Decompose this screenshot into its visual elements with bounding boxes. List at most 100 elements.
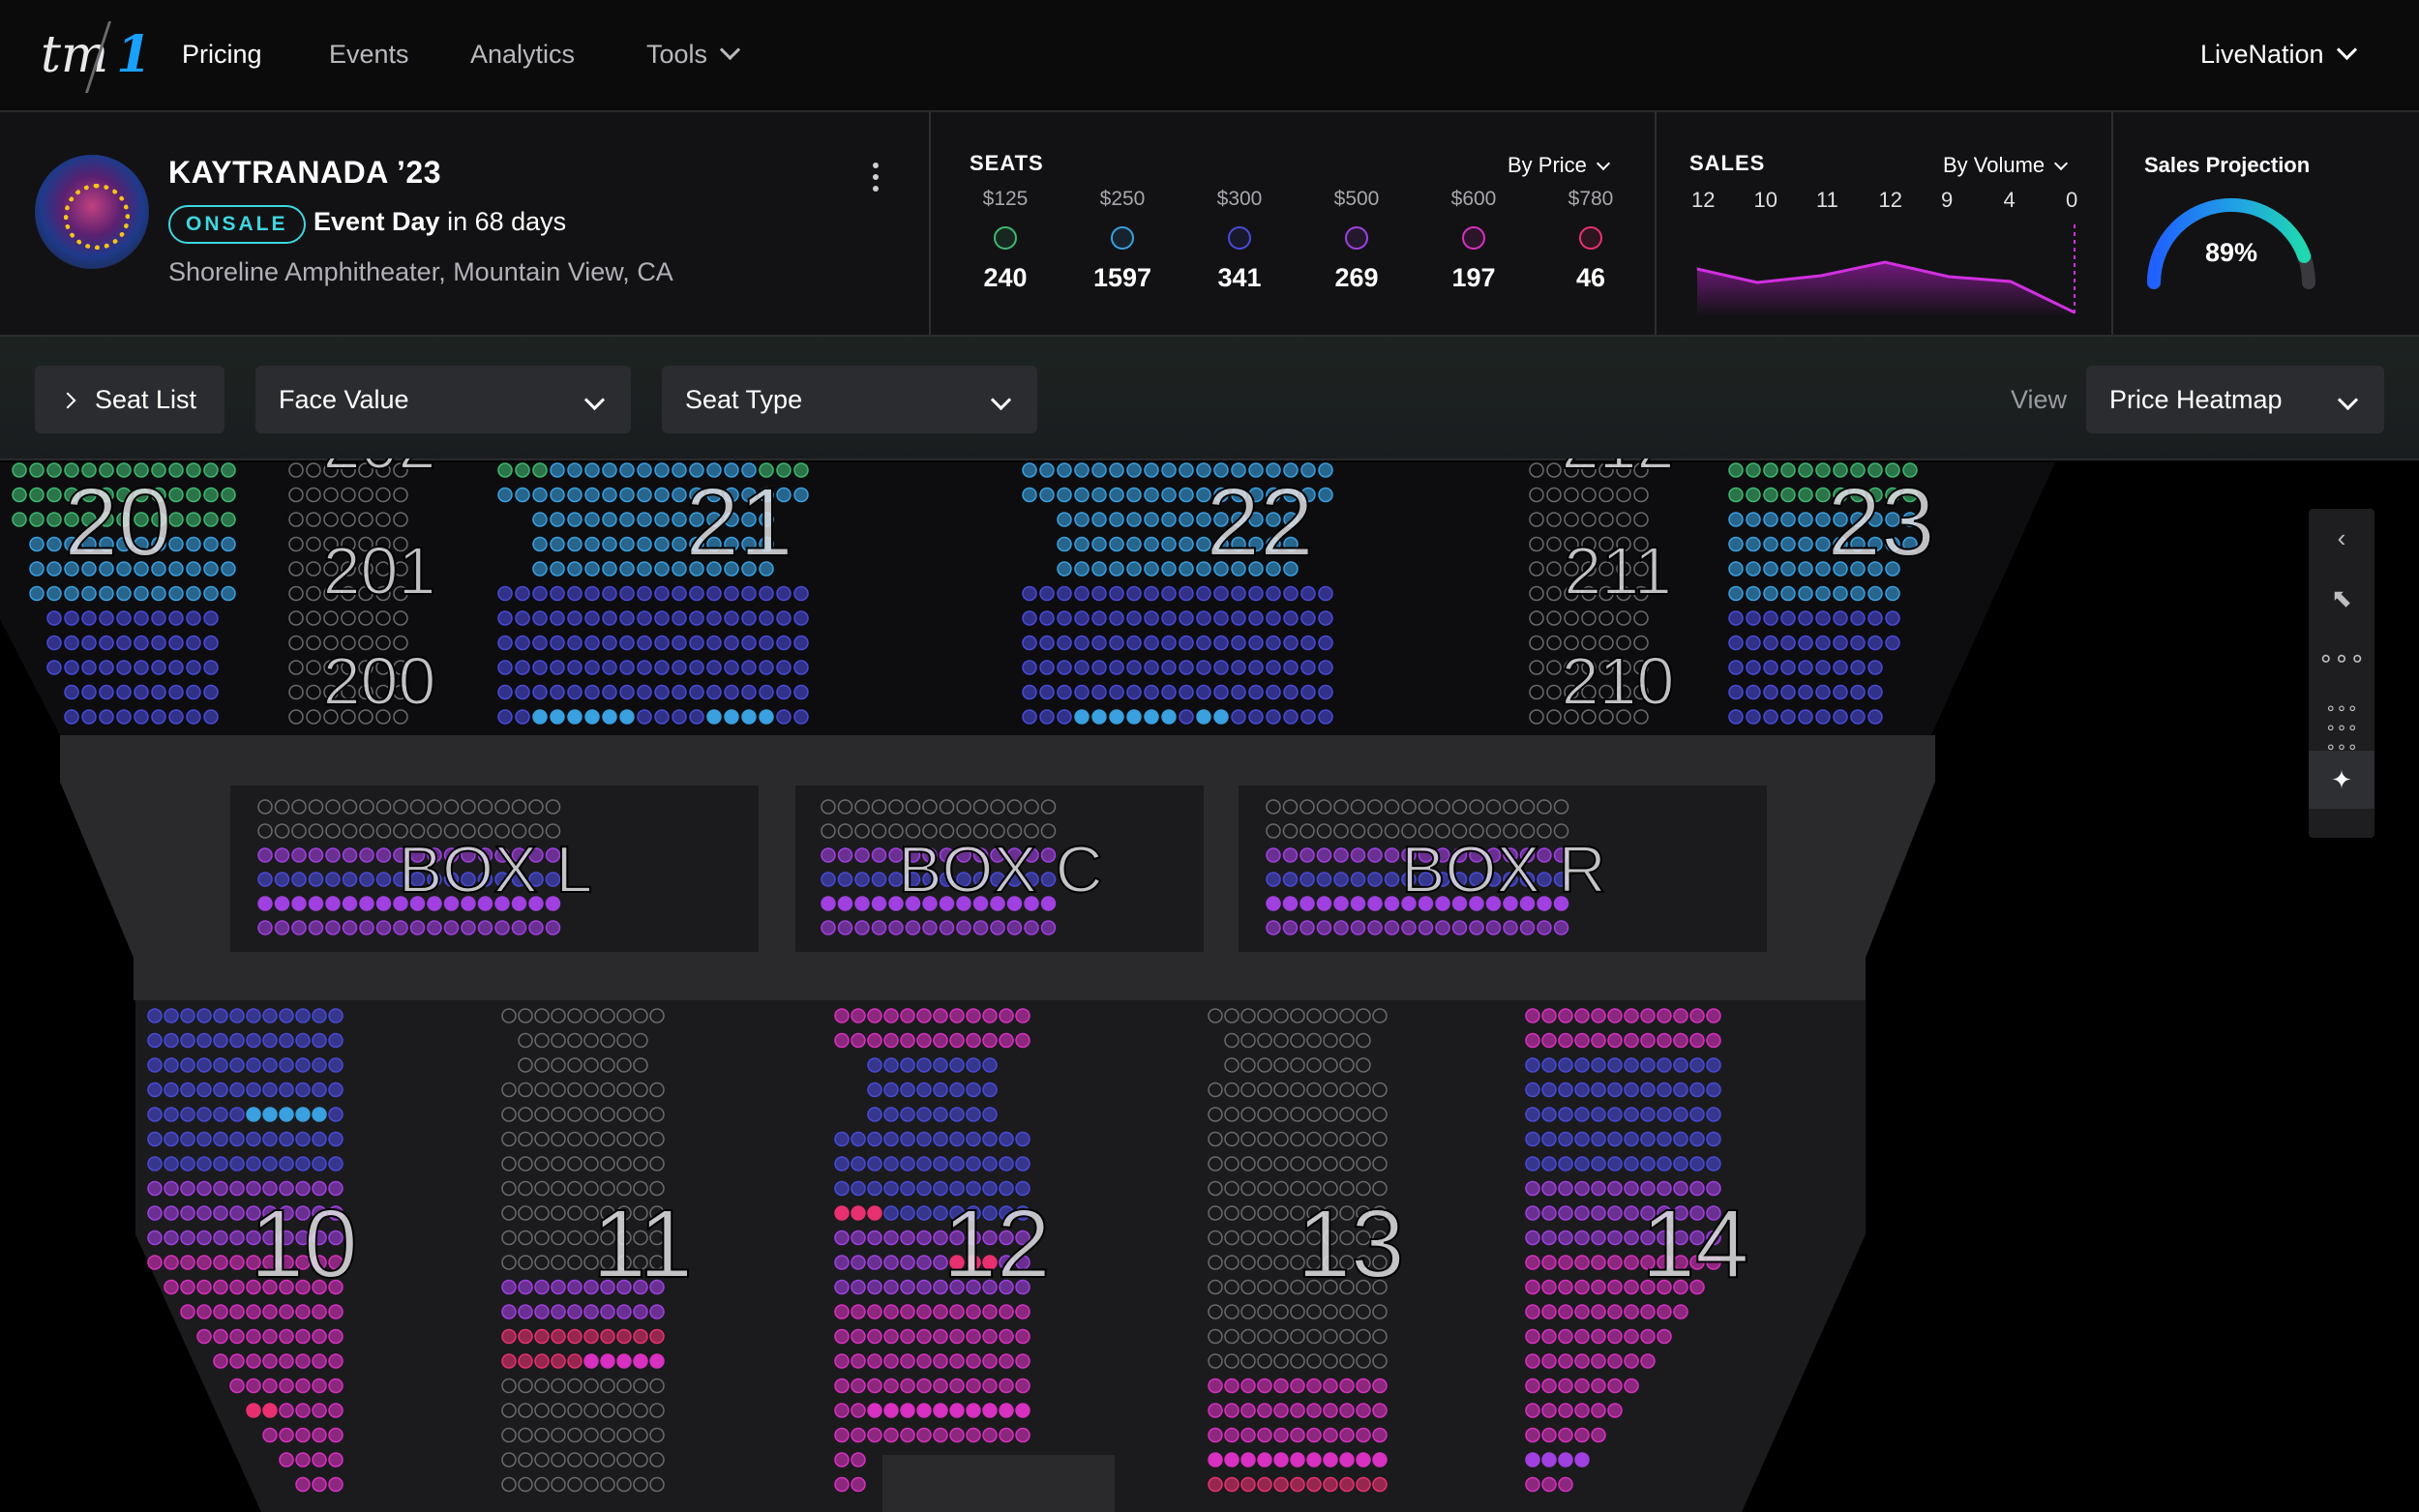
seat[interactable]	[375, 823, 392, 839]
seat[interactable]	[551, 1032, 566, 1049]
seat[interactable]	[518, 1082, 533, 1098]
seat[interactable]	[1091, 709, 1107, 725]
seat[interactable]	[1728, 709, 1744, 725]
seat[interactable]	[551, 1008, 566, 1023]
seat[interactable]	[534, 1008, 550, 1023]
seat[interactable]	[528, 799, 544, 815]
seat[interactable]	[724, 709, 739, 725]
seat[interactable]	[1248, 610, 1264, 626]
seat[interactable]	[1240, 1008, 1256, 1023]
seat[interactable]	[1283, 635, 1299, 651]
seat[interactable]	[186, 536, 201, 552]
seat[interactable]	[1074, 709, 1090, 725]
seat[interactable]	[1541, 1057, 1557, 1073]
seat[interactable]	[1356, 1403, 1371, 1418]
seat[interactable]	[511, 847, 527, 863]
seat[interactable]	[567, 1353, 582, 1369]
seat[interactable]	[1607, 1180, 1623, 1197]
seat[interactable]	[288, 536, 304, 552]
seat[interactable]	[515, 487, 530, 503]
seat[interactable]	[409, 823, 426, 839]
seat[interactable]	[64, 512, 79, 527]
seat[interactable]	[1624, 1205, 1639, 1221]
seat[interactable]	[900, 1082, 915, 1098]
seat[interactable]	[1109, 536, 1124, 552]
seat[interactable]	[532, 462, 548, 478]
seat[interactable]	[1273, 1180, 1289, 1197]
seat[interactable]	[1657, 1230, 1672, 1246]
seat[interactable]	[851, 1452, 866, 1468]
seat[interactable]	[147, 1032, 163, 1049]
seat[interactable]	[196, 1131, 212, 1147]
seat[interactable]	[164, 1156, 179, 1171]
seat[interactable]	[1273, 1452, 1289, 1468]
seat[interactable]	[1283, 487, 1299, 503]
seat[interactable]	[837, 823, 853, 839]
seat[interactable]	[325, 799, 341, 815]
seat[interactable]	[1091, 561, 1107, 577]
seat[interactable]	[1850, 462, 1866, 478]
seat[interactable]	[1657, 1008, 1672, 1023]
seat[interactable]	[1356, 1008, 1371, 1023]
seat[interactable]	[1282, 872, 1299, 887]
seat[interactable]	[46, 462, 62, 478]
seat[interactable]	[221, 512, 236, 527]
seat[interactable]	[229, 1255, 245, 1270]
seat[interactable]	[1306, 1230, 1322, 1246]
seat[interactable]	[1306, 1107, 1322, 1122]
seat[interactable]	[1290, 1378, 1305, 1394]
seat[interactable]	[933, 1427, 948, 1443]
seat[interactable]	[312, 1008, 327, 1023]
seat[interactable]	[1224, 1255, 1239, 1270]
seat[interactable]	[1126, 561, 1142, 577]
seat[interactable]	[1607, 1353, 1623, 1369]
seat[interactable]	[1815, 536, 1831, 552]
seat[interactable]	[966, 1427, 981, 1443]
seat[interactable]	[916, 1427, 932, 1443]
seat[interactable]	[288, 561, 304, 577]
seat[interactable]	[1574, 1378, 1590, 1394]
seat[interactable]	[1126, 487, 1142, 503]
seat[interactable]	[1040, 823, 1057, 839]
seat[interactable]	[867, 1107, 882, 1122]
seat[interactable]	[821, 799, 836, 815]
seat[interactable]	[147, 1082, 163, 1098]
seat[interactable]	[922, 823, 938, 839]
seat[interactable]	[262, 1131, 278, 1147]
seat[interactable]	[81, 684, 97, 700]
seat[interactable]	[619, 684, 635, 700]
seat[interactable]	[1323, 1180, 1338, 1197]
seat[interactable]	[1257, 1255, 1272, 1270]
seat[interactable]	[1372, 1353, 1388, 1369]
seat[interactable]	[393, 561, 408, 577]
seat[interactable]	[151, 610, 166, 626]
seat[interactable]	[1224, 1205, 1239, 1221]
seat[interactable]	[1529, 610, 1544, 626]
seat[interactable]	[649, 1279, 665, 1295]
seat[interactable]	[633, 1156, 648, 1171]
seat[interactable]	[1372, 1279, 1388, 1295]
seat[interactable]	[518, 1057, 533, 1073]
seat[interactable]	[916, 1353, 932, 1369]
seat[interactable]	[312, 1230, 327, 1246]
seat[interactable]	[1529, 684, 1544, 700]
seat[interactable]	[793, 635, 809, 651]
seat[interactable]	[1591, 1057, 1606, 1073]
seat[interactable]	[1224, 1082, 1239, 1098]
seat[interactable]	[306, 660, 321, 675]
seat[interactable]	[600, 1427, 615, 1443]
seat[interactable]	[672, 512, 687, 527]
seat[interactable]	[262, 1082, 278, 1098]
seat[interactable]	[1780, 512, 1796, 527]
seat[interactable]	[1144, 635, 1159, 651]
seat[interactable]	[288, 684, 304, 700]
seat[interactable]	[1451, 896, 1468, 911]
seat[interactable]	[1266, 847, 1281, 863]
seat[interactable]	[637, 709, 652, 725]
seat[interactable]	[279, 1452, 294, 1468]
seat[interactable]	[1224, 1107, 1239, 1122]
seat[interactable]	[741, 536, 757, 552]
seat[interactable]	[1196, 487, 1211, 503]
seat[interactable]	[29, 462, 45, 478]
seat[interactable]	[393, 487, 408, 503]
